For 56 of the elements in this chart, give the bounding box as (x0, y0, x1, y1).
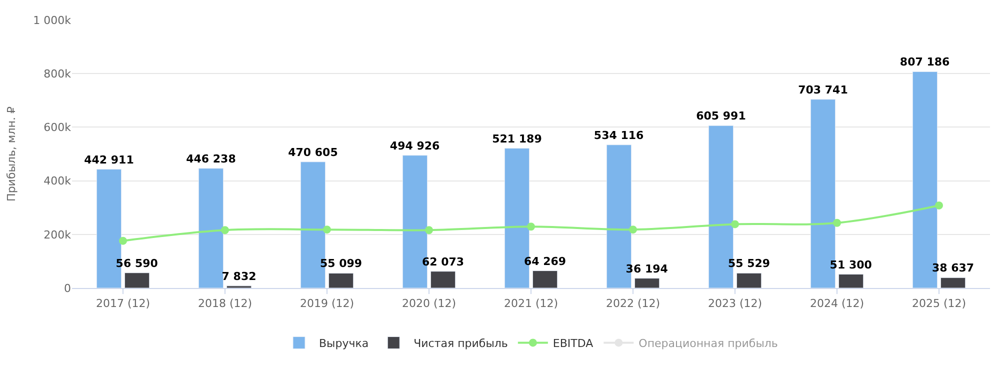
point (527, 222, 535, 231)
legend-label: Выручка (319, 336, 369, 350)
x-tick-label: 2021 (12) (504, 297, 558, 310)
data-label: 56 590 (116, 256, 158, 270)
x-tick-label: 2020 (12) (402, 297, 456, 310)
bar (940, 277, 966, 288)
x-tick-label: 2025 (12) (912, 297, 966, 310)
x-tick-label: 2024 (12) (810, 297, 864, 310)
data-label: 7 832 (222, 270, 256, 283)
y-tick-label: 1 000k (33, 14, 72, 27)
legend-label: Чистая прибыль (414, 336, 508, 350)
data-label: 470 605 (288, 146, 338, 159)
point (833, 218, 841, 227)
x-tick-label: 2022 (12) (606, 297, 660, 310)
y-tick-label: 600k (44, 121, 72, 134)
data-label: 51 300 (830, 258, 872, 272)
point (629, 226, 637, 234)
y-axis-title: Прибыль, млн. ₽ (4, 106, 18, 202)
legend-label: Операционная прибыль (638, 336, 778, 350)
data-label: 605 991 (696, 110, 746, 123)
bar (124, 272, 150, 288)
point (425, 226, 433, 234)
data-label: 55 529 (728, 257, 770, 270)
y-tick-label: 400k (44, 174, 72, 188)
bar (532, 270, 558, 288)
point (935, 201, 943, 210)
legend-label: EBITDA (552, 336, 594, 350)
data-label: 62 073 (422, 255, 464, 268)
x-tick-label: 2018 (12) (198, 297, 252, 310)
data-label: 55 099 (320, 257, 362, 270)
bar (430, 271, 456, 288)
data-label: 494 926 (390, 139, 440, 152)
y-tick-label: 800k (44, 67, 72, 80)
data-label: 38 637 (932, 262, 974, 275)
data-label: 36 194 (626, 262, 668, 276)
point (221, 226, 229, 234)
data-label: 64 269 (524, 254, 566, 268)
data-label: 442 911 (84, 153, 134, 166)
data-label: 446 238 (186, 152, 236, 166)
data-label: 534 116 (594, 128, 644, 142)
x-tick-label: 2023 (12) (708, 297, 762, 310)
bar (838, 274, 864, 288)
x-tick-label: 2019 (12) (300, 297, 354, 310)
bar (634, 278, 660, 288)
bar (736, 272, 762, 288)
data-label: 521 189 (492, 132, 542, 146)
x-tick-label: 2017 (12) (96, 297, 150, 310)
point (731, 220, 739, 228)
bar (198, 168, 224, 288)
y-tick-label: 0 (64, 282, 71, 295)
point (119, 236, 127, 245)
data-label: 703 741 (798, 83, 848, 96)
point (323, 226, 331, 234)
y-tick-label: 200k (44, 228, 72, 242)
data-label: 807 186 (900, 56, 950, 69)
bar (328, 272, 354, 288)
